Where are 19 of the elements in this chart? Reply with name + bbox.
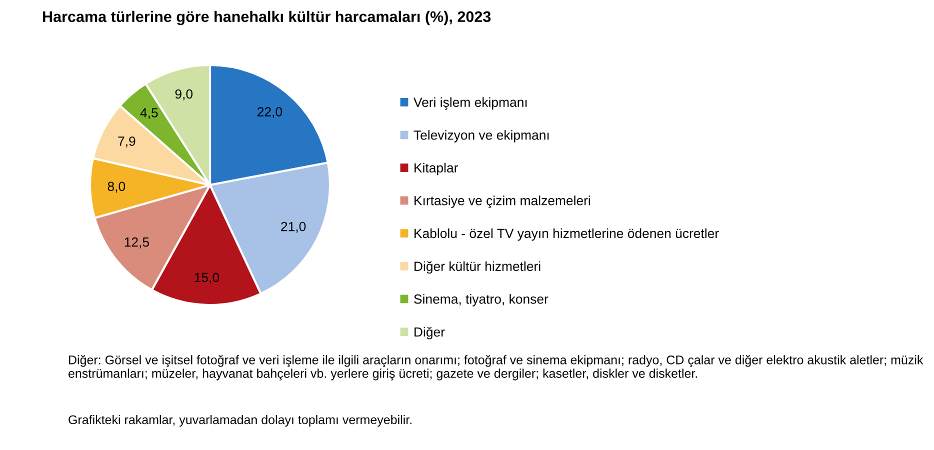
legend-label: Diğer kültür hizmetleri [414, 261, 540, 274]
data-label: 12,5 [124, 237, 150, 248]
legend-label: Sinema, tiyatro, konser [414, 294, 548, 306]
text: Diğer: Görsel ve işitsel fotoğraf ve veri işleme ile ilgili araçların onarımı; fotoğraf ve sinema ekipmanı; radyo, CD çalar ve diğer elektro akustik aletler; müzik enstrümanları; müzeler, hayvanat bahçeleri vb. yerlere giriş ücreti; gazete ve dergiler; kasetler, diskler ve disketler. [68, 355, 924, 380]
legend-label: Kitaplar [414, 162, 458, 176]
legend-label: Veri işlem ekipmanı [414, 97, 527, 110]
legend-label: Kablolu - özel TV yayın hizmetlerine ödenen ücretler [414, 228, 719, 241]
data-label: 8,0 [108, 182, 126, 193]
data-label: 7,9 [118, 136, 136, 148]
legend-label: Diğer [414, 326, 445, 340]
data-label: 4,5 [140, 108, 158, 119]
legend-label: Kırtasiye ve çizim malzemeleri [414, 196, 590, 208]
data-label: 9,0 [175, 89, 193, 100]
data-label: 15,0 [194, 272, 220, 284]
chart-title: Harcama türlerine göre hanehalkı kültür harcamaları (%), 2023 [43, 10, 491, 26]
data-label: 22,0 [258, 107, 282, 118]
legend-label: Televizyon ve ekipmanı [414, 130, 549, 142]
data-label: 21,0 [281, 222, 306, 233]
text: Grafikteki rakamlar, yuvarlamadan dolayı toplamı vermeyebilir. [68, 415, 412, 427]
